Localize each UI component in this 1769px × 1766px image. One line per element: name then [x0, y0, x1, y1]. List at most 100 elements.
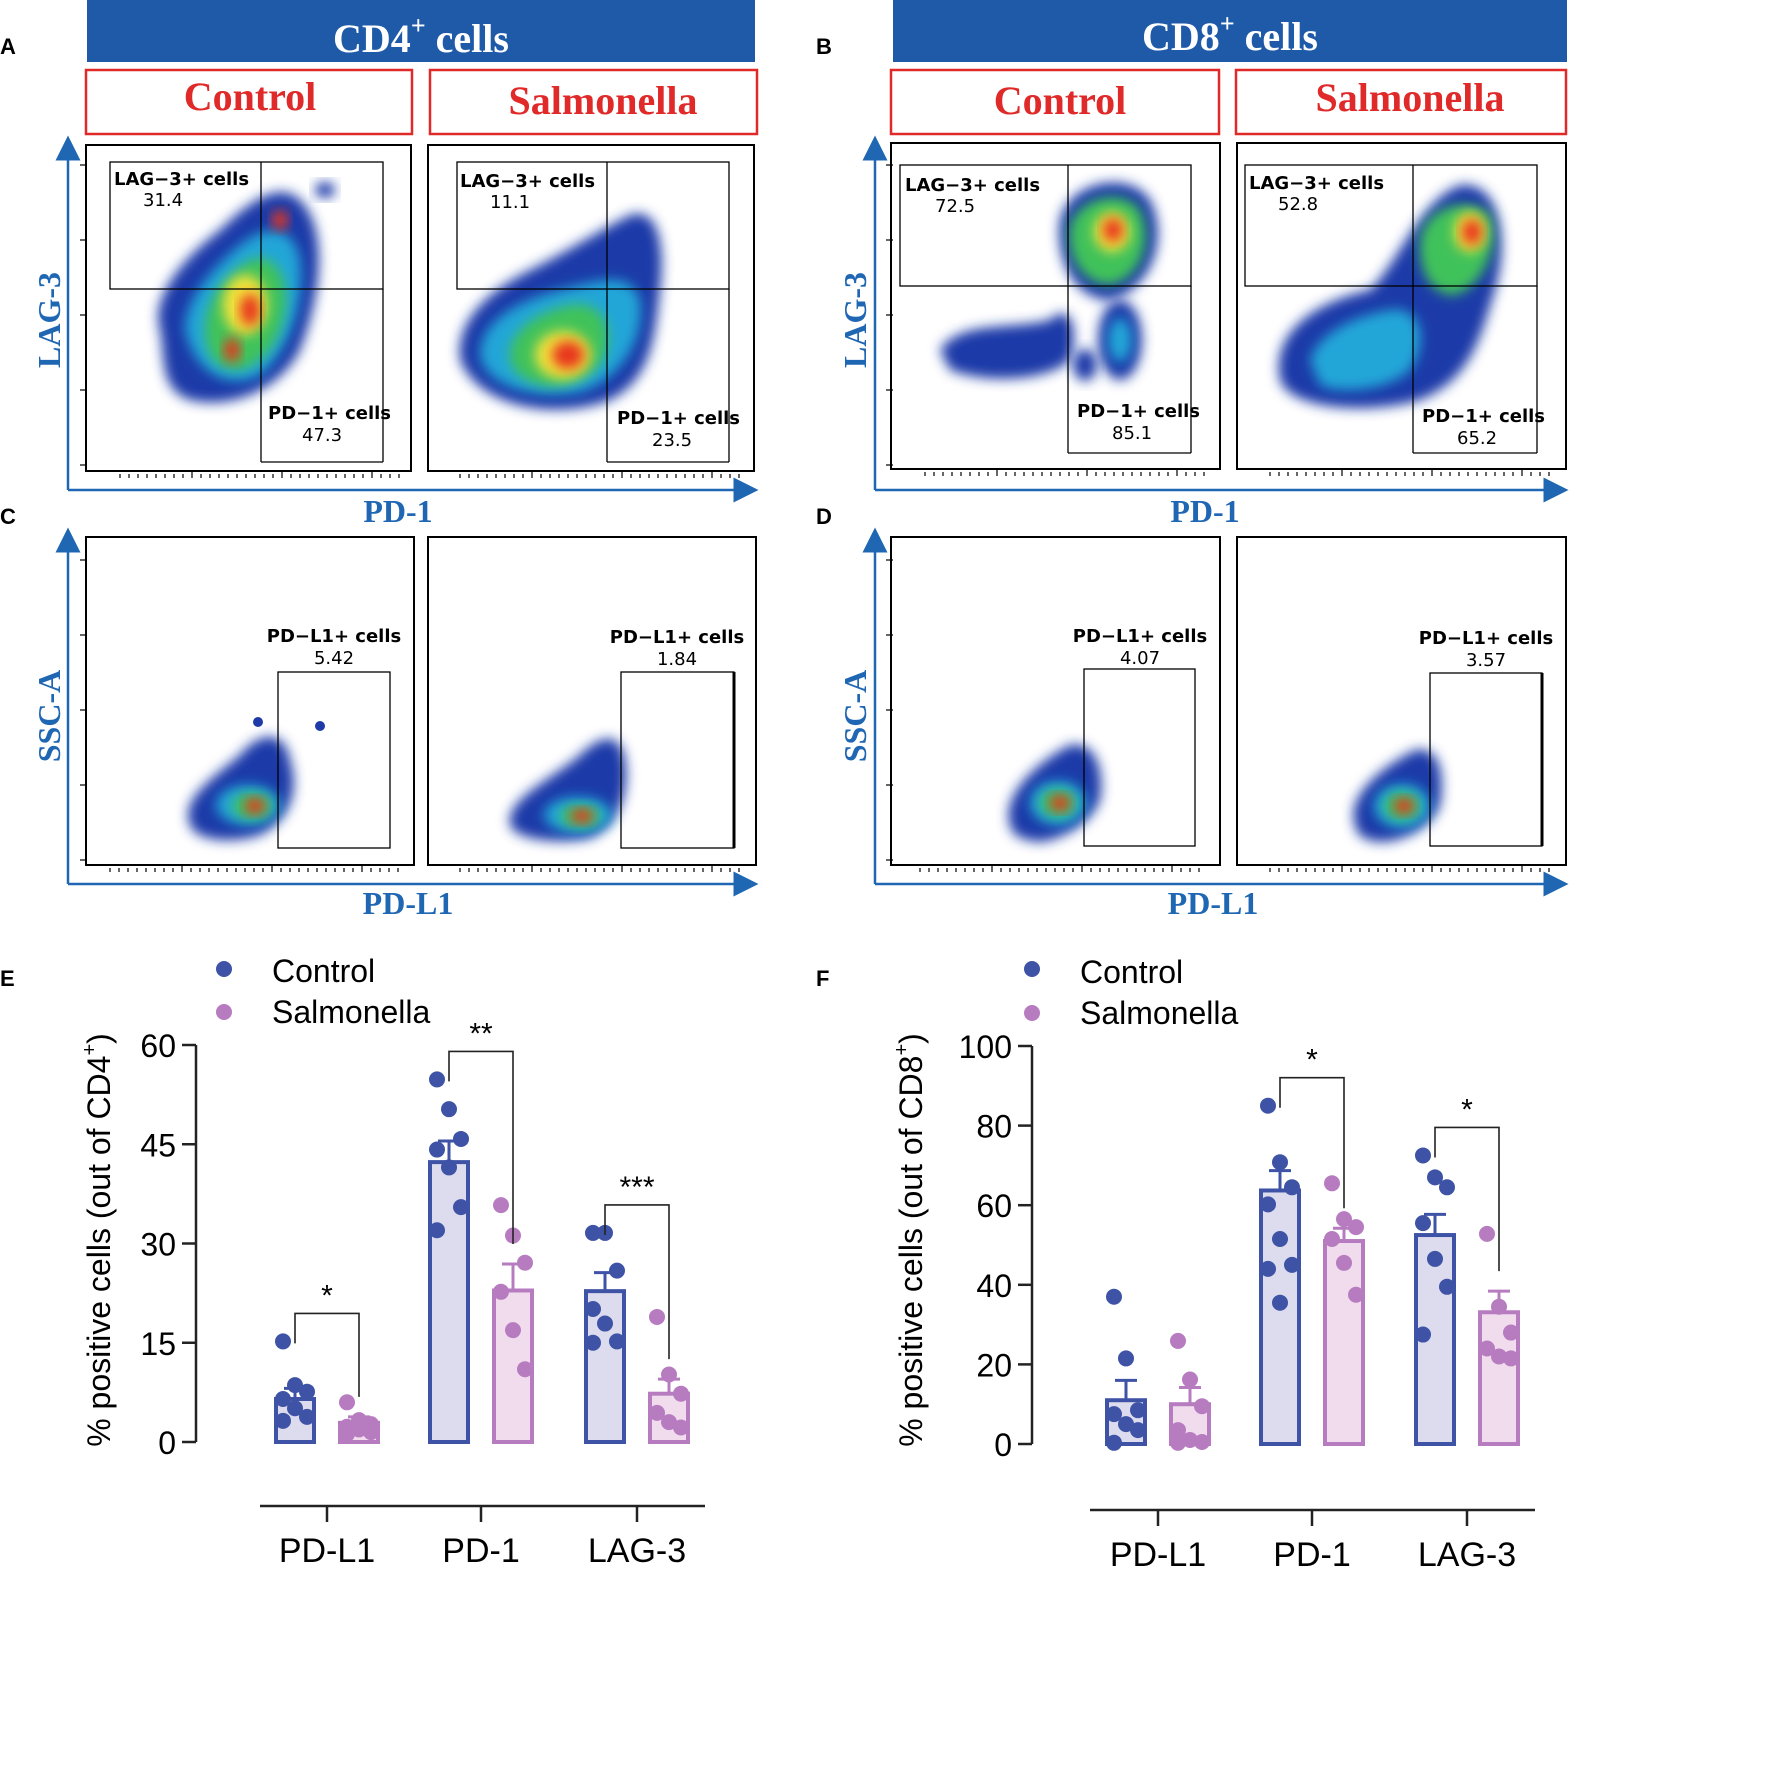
data-point: [429, 1141, 445, 1158]
data-point: [661, 1366, 677, 1383]
density-cloud: [940, 182, 1158, 381]
gate-label-lag3: LAG−3+ cells: [114, 169, 249, 190]
gate-label-lag3: LAG−3+ cells: [905, 175, 1040, 196]
legend-label-control: Control: [1080, 954, 1183, 990]
data-point: [1118, 1350, 1134, 1367]
data-point: [673, 1419, 689, 1436]
gate-label-pd1: PD−1+ cells: [1422, 406, 1545, 427]
data-point: [1415, 1215, 1431, 1232]
data-point: [597, 1315, 613, 1332]
data-point: [517, 1254, 533, 1271]
gate-label-pd1: PD−1+ cells: [1077, 401, 1200, 422]
data-point: [585, 1301, 601, 1318]
data-point: [1106, 1288, 1122, 1305]
axis-label-lag3-b: LAG-3: [837, 272, 873, 368]
flow-plot-b-control: LAG−3+ cells 72.5 PD−1+ cells 85.1: [890, 142, 1221, 470]
data-point: [1170, 1434, 1186, 1451]
significance-bracket: [294, 1312, 360, 1397]
group-box-cd4-control: [84, 68, 414, 136]
significance-stars: **: [469, 1017, 493, 1050]
data-point: [493, 1197, 509, 1214]
data-point: [505, 1322, 521, 1339]
legend-f: Control Salmonella: [1024, 954, 1239, 1031]
data-point: [453, 1199, 469, 1216]
bar-salmonella: [1323, 1239, 1365, 1447]
flow-plot-c-control: PD−L1+ cells 5.42: [85, 536, 415, 866]
density-cloud: [158, 182, 335, 403]
data-point: [429, 1222, 445, 1239]
data-point: [1427, 1169, 1443, 1186]
gate-label-pdl1: PD−L1+ cells: [610, 627, 745, 648]
y-tick-label: 0: [994, 1427, 1012, 1463]
y-tick-label: 30: [140, 1227, 176, 1263]
data-point: [275, 1390, 291, 1407]
gate-label-lag3: LAG−3+ cells: [460, 171, 595, 192]
data-point: [1479, 1225, 1495, 1242]
axis-label-ssc-d: SSC-A: [837, 670, 873, 762]
data-point: [661, 1414, 677, 1431]
y-tick-label: 15: [140, 1326, 176, 1362]
data-point: [1348, 1219, 1364, 1236]
flow-plot-d-salmonella: PD−L1+ cells 3.57: [1236, 536, 1567, 866]
axis-label-pdl1-d: PD-L1: [1168, 885, 1259, 921]
significance-bracket: [1279, 1076, 1345, 1209]
panel-letter-e: E: [0, 966, 15, 991]
density-cloud: [459, 213, 662, 410]
gate-label-pdl1: PD−L1+ cells: [1073, 626, 1208, 647]
axis-label-pd1-b: PD-1: [1170, 493, 1239, 529]
data-point: [429, 1071, 445, 1088]
data-point: [1260, 1260, 1276, 1277]
data-point: [287, 1400, 303, 1417]
axis-label-ssc-c: SSC-A: [31, 670, 67, 762]
data-point: [1336, 1254, 1352, 1271]
legend-marker-control: [1024, 961, 1040, 977]
data-point: [441, 1159, 457, 1176]
data-point: [1479, 1340, 1495, 1357]
gate-label-pd1: PD−1+ cells: [617, 408, 740, 429]
gate-value-pd1: 23.5: [652, 430, 692, 451]
group-label-cd4-salmonella: Salmonella: [509, 78, 698, 123]
legend-label-salmonella: Salmonella: [272, 994, 431, 1030]
data-point: [1491, 1298, 1507, 1315]
flow-plot-d-control: PD−L1+ cells 4.07: [890, 536, 1221, 866]
significance-stars: ***: [619, 1171, 654, 1204]
bar-chart-f: 0 20 40 60 80 100 PD-L1 PD-1 * LAG-3 *: [959, 1029, 1535, 1574]
group-label-cd8-control: Control: [994, 78, 1127, 123]
data-point: [609, 1333, 625, 1350]
gate-value-pdl1: 3.57: [1466, 650, 1506, 671]
density-cloud: [188, 717, 325, 841]
data-point: [441, 1101, 457, 1118]
data-point: [1284, 1179, 1300, 1196]
x-tick-label: LAG-3: [1418, 1536, 1516, 1574]
density-cloud: [1353, 749, 1442, 842]
data-point: [673, 1385, 689, 1402]
cd4-banner: [87, 0, 755, 62]
data-point: [1491, 1348, 1507, 1365]
panel-letter-d: D: [816, 504, 832, 529]
density-cloud: [1278, 184, 1502, 409]
data-point: [1130, 1402, 1146, 1419]
gate-label-pdl1: PD−L1+ cells: [267, 626, 402, 647]
data-point: [1427, 1250, 1443, 1267]
data-point: [299, 1408, 315, 1425]
significance-bracket: [604, 1204, 670, 1360]
data-point: [1194, 1398, 1210, 1415]
data-point: [1272, 1231, 1288, 1248]
data-point: [1260, 1097, 1276, 1114]
gate-value-pdl1: 5.42: [314, 648, 354, 669]
data-point: [1336, 1211, 1352, 1228]
data-point: [1182, 1432, 1198, 1449]
data-point: [1272, 1294, 1288, 1311]
axis-label-lag3-a: LAG-3: [31, 272, 67, 368]
data-point: [351, 1421, 367, 1438]
y-tick-label: 45: [140, 1127, 176, 1163]
data-point: [1194, 1434, 1210, 1451]
data-point: [1415, 1147, 1431, 1164]
data-point: [1170, 1422, 1186, 1439]
data-point: [649, 1404, 665, 1421]
legend-label-control: Control: [272, 953, 375, 989]
flow-plot-c-salmonella: PD−L1+ cells 1.84: [427, 536, 757, 866]
y-tick-label: 60: [976, 1188, 1012, 1224]
data-point: [363, 1424, 379, 1441]
